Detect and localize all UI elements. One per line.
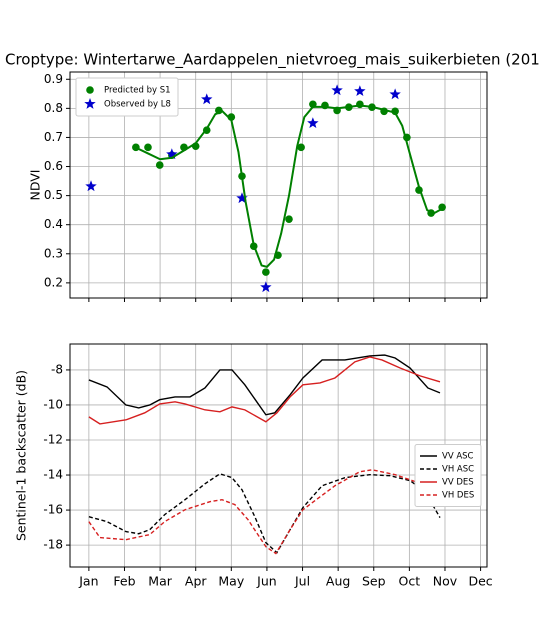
x-tick-label: Dec	[468, 574, 492, 589]
y-tick-label: 0.5	[44, 188, 63, 202]
y-tick-label: 0.8	[44, 101, 63, 115]
series-line	[135, 104, 443, 268]
star-marker	[236, 192, 248, 204]
plot-area	[85, 84, 446, 293]
star-marker	[166, 148, 178, 160]
legend-box	[414, 444, 482, 507]
x-tick-label: Aug	[326, 574, 350, 589]
x-tick-label: Sep	[362, 574, 386, 589]
point-marker	[356, 100, 364, 109]
y-tick-label: 0.7	[44, 130, 63, 144]
plot-frame	[69, 343, 488, 568]
chart-title: Croptype: Wintertarwe_Aardappelen_nietvr…	[5, 51, 540, 70]
plot-frame	[69, 71, 488, 299]
point-marker	[285, 215, 293, 223]
series-line	[88, 354, 441, 416]
star-marker	[260, 281, 272, 293]
star-marker	[331, 84, 343, 96]
x-tick-label: Feb	[113, 574, 135, 589]
y-tick-label: 0.4	[44, 217, 63, 231]
legend-swatch	[84, 98, 96, 109]
plot-area	[88, 354, 441, 555]
star-marker	[389, 88, 401, 100]
y-tick-label: 0.2	[44, 275, 63, 289]
star-marker	[354, 85, 366, 97]
star-marker	[307, 117, 319, 129]
y-tick-label: -8	[51, 362, 63, 376]
y-tick-label: 0.6	[44, 159, 63, 173]
point-marker	[144, 143, 152, 152]
x-tick-label: Jan	[78, 574, 98, 589]
point-marker	[297, 143, 305, 152]
y-tick-label: 0.3	[44, 246, 63, 260]
y-tick-label: -16	[43, 503, 63, 517]
legend-box	[75, 77, 179, 117]
y-axis-label: Sentinel-1 backscatter (dB)	[14, 370, 29, 541]
series-line	[88, 473, 441, 554]
y-tick-label: 0.9	[44, 72, 63, 86]
x-tick-label: May	[218, 574, 244, 589]
y-axis-label: NDVI	[28, 170, 43, 201]
legend-label: VH ASC	[442, 465, 474, 475]
point-marker	[262, 268, 270, 276]
x-tick-label: Jul	[294, 574, 310, 589]
x-tick-label: Oct	[399, 574, 421, 589]
x-tick-label: Nov	[433, 574, 458, 589]
series-line	[88, 469, 441, 555]
y-tick-label: -14	[43, 468, 63, 482]
y-tick-label: -18	[43, 538, 63, 552]
star-marker	[85, 180, 97, 192]
series-line	[88, 356, 441, 425]
x-tick-label: Mar	[148, 574, 172, 589]
x-tick-label: Jun	[256, 574, 277, 589]
star-marker	[201, 93, 213, 105]
legend-label: Predicted by S1	[104, 86, 171, 96]
legend-swatch	[86, 86, 94, 94]
legend-label: VV ASC	[442, 452, 474, 462]
legend-label: VH DES	[442, 491, 474, 501]
y-tick-label: -12	[43, 432, 63, 446]
point-marker	[155, 161, 164, 169]
x-tick-label: Apr	[185, 574, 207, 589]
legend-label: Observed by L8	[104, 100, 171, 110]
y-tick-label: -10	[43, 397, 63, 411]
legend-label: VV DES	[442, 478, 474, 488]
